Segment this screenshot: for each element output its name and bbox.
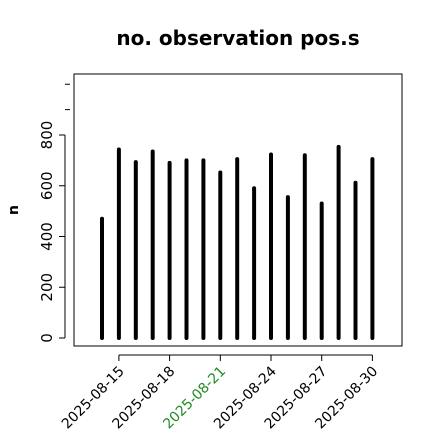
y-axis-label: n bbox=[6, 205, 22, 215]
y-tick-label-800: 800 bbox=[38, 121, 56, 150]
y-axis: 0 200 400 600 800 bbox=[38, 83, 70, 343]
y-tick-label-0: 0 bbox=[38, 333, 56, 343]
chart-title: no. observation pos.s bbox=[116, 26, 359, 50]
x-axis: 2025-08-152025-08-182025-08-212025-08-24… bbox=[59, 354, 381, 432]
y-tick-label-200: 200 bbox=[38, 273, 56, 302]
y-tick-label-400: 400 bbox=[38, 222, 56, 251]
bars-group bbox=[100, 144, 375, 340]
plot-frame bbox=[73, 73, 403, 347]
y-tick-label-600: 600 bbox=[38, 171, 56, 200]
